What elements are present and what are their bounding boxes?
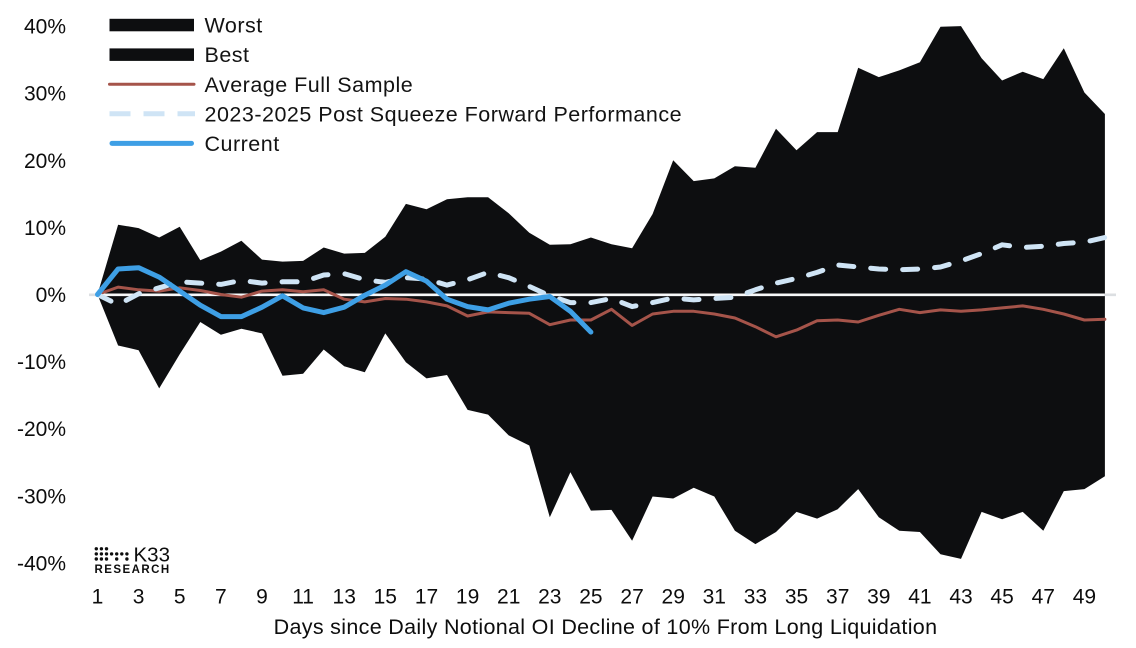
svg-text:Best: Best	[205, 43, 250, 67]
svg-text:17: 17	[415, 586, 438, 609]
svg-text:Worst: Worst	[205, 14, 263, 38]
svg-text:39: 39	[867, 586, 890, 609]
svg-text:3: 3	[133, 586, 145, 609]
svg-text:10%: 10%	[24, 217, 66, 240]
svg-text:25: 25	[579, 586, 602, 609]
svg-text:RESEARCH: RESEARCH	[95, 564, 171, 576]
svg-text:0%: 0%	[36, 284, 66, 307]
svg-text:31: 31	[703, 586, 726, 609]
svg-text:Days since Daily Notional OI D: Days since Daily Notional OI Decline of …	[274, 615, 938, 639]
svg-text:7: 7	[215, 586, 227, 609]
svg-text:37: 37	[826, 586, 849, 609]
svg-text:23: 23	[538, 586, 561, 609]
svg-text:5: 5	[174, 586, 186, 609]
svg-text:30%: 30%	[24, 83, 66, 106]
svg-text:19: 19	[456, 586, 479, 609]
svg-text:Current: Current	[205, 132, 280, 156]
svg-text:40%: 40%	[24, 16, 66, 39]
svg-text:20%: 20%	[24, 150, 66, 173]
svg-text:11: 11	[292, 586, 314, 609]
svg-text:45: 45	[990, 586, 1013, 609]
svg-text:29: 29	[662, 586, 685, 609]
svg-text:13: 13	[333, 586, 356, 609]
svg-text:47: 47	[1032, 586, 1055, 609]
svg-text:-40%: -40%	[17, 552, 66, 575]
svg-text:2023-2025 Post Squeeze Forward: 2023-2025 Post Squeeze Forward Performan…	[205, 102, 683, 126]
svg-text:9: 9	[256, 586, 268, 609]
svg-text:41: 41	[908, 586, 931, 609]
svg-text:K33: K33	[134, 544, 170, 567]
svg-text:33: 33	[744, 586, 767, 609]
svg-text:1: 1	[92, 586, 104, 609]
svg-text:15: 15	[374, 586, 397, 609]
svg-text:-10%: -10%	[17, 351, 66, 374]
svg-text:-30%: -30%	[17, 485, 66, 508]
svg-text:27: 27	[620, 586, 643, 609]
svg-text:49: 49	[1073, 586, 1096, 609]
svg-text:21: 21	[497, 586, 520, 609]
svg-text:43: 43	[949, 586, 972, 609]
svg-text:Average Full Sample: Average Full Sample	[205, 73, 414, 97]
svg-text:35: 35	[785, 586, 808, 609]
svg-text:-20%: -20%	[17, 418, 66, 441]
